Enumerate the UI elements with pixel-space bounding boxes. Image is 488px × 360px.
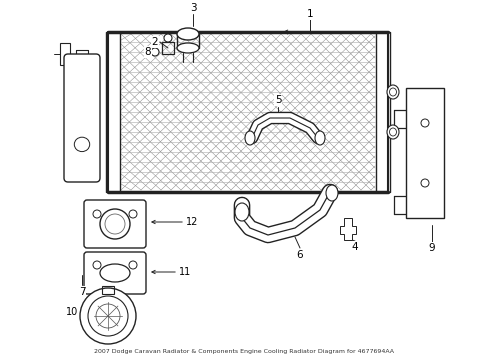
Bar	[60, 43, 70, 65]
Ellipse shape	[244, 131, 254, 145]
Text: 5: 5	[274, 95, 281, 105]
Circle shape	[88, 296, 128, 336]
Circle shape	[420, 119, 428, 127]
Text: 6: 6	[296, 250, 303, 260]
Circle shape	[80, 288, 136, 344]
Ellipse shape	[386, 85, 398, 99]
Circle shape	[129, 210, 137, 218]
Circle shape	[420, 179, 428, 187]
Ellipse shape	[177, 43, 199, 53]
Ellipse shape	[163, 34, 172, 42]
Text: 11: 11	[179, 267, 191, 277]
Polygon shape	[339, 218, 355, 240]
Circle shape	[93, 210, 101, 218]
Text: 10: 10	[66, 307, 78, 317]
Ellipse shape	[235, 203, 248, 221]
Circle shape	[100, 209, 130, 239]
Circle shape	[96, 304, 120, 328]
Circle shape	[93, 261, 101, 269]
Text: 2007 Dodge Caravan Radiator & Components Engine Cooling Radiator Diagram for 467: 2007 Dodge Caravan Radiator & Components…	[94, 350, 393, 355]
Bar	[162, 42, 174, 54]
Circle shape	[105, 214, 125, 234]
Bar	[102, 286, 114, 294]
Bar	[405, 88, 443, 218]
Text: 3: 3	[189, 3, 196, 13]
Ellipse shape	[74, 137, 89, 152]
FancyBboxPatch shape	[84, 252, 146, 294]
Text: 8: 8	[144, 47, 151, 57]
Text: 4: 4	[351, 242, 358, 252]
Ellipse shape	[314, 131, 325, 145]
Text: 9: 9	[428, 243, 434, 253]
Ellipse shape	[325, 185, 337, 201]
Ellipse shape	[100, 264, 130, 282]
FancyBboxPatch shape	[64, 54, 100, 182]
FancyBboxPatch shape	[84, 200, 146, 248]
Ellipse shape	[151, 48, 159, 56]
Ellipse shape	[386, 125, 398, 139]
Text: 12: 12	[185, 217, 198, 227]
Ellipse shape	[389, 128, 396, 136]
Text: 7: 7	[79, 287, 85, 297]
Ellipse shape	[389, 88, 396, 96]
Ellipse shape	[177, 28, 199, 40]
Text: 1: 1	[306, 9, 313, 19]
Circle shape	[129, 261, 137, 269]
Text: 2: 2	[151, 37, 158, 47]
